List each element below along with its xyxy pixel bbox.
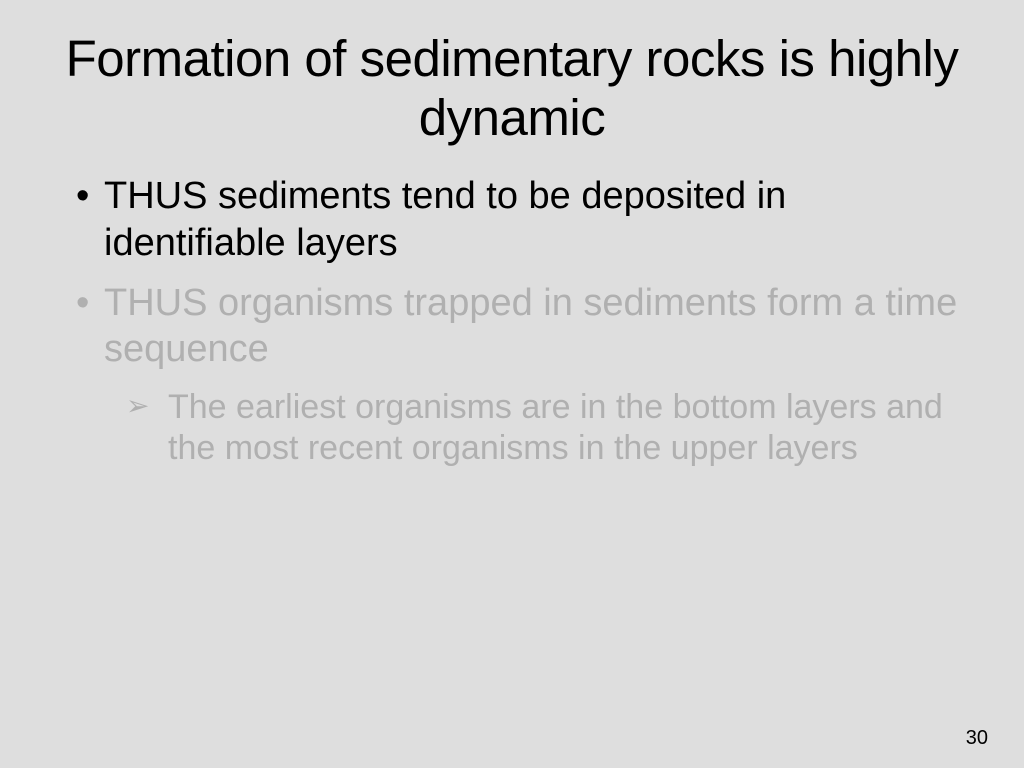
bullet-list: THUS sediments tend to be deposited in i… xyxy=(60,173,964,469)
page-number: 30 xyxy=(966,727,988,750)
slide-container: Formation of sedimentary rocks is highly… xyxy=(0,0,1024,768)
bullet-item: THUS organisms trapped in sediments form… xyxy=(60,280,964,373)
bullet-item: THUS sediments tend to be deposited in i… xyxy=(60,173,964,266)
slide-title: Formation of sedimentary rocks is highly… xyxy=(60,30,964,147)
bullet-sub-item: The earliest organisms are in the bottom… xyxy=(116,387,964,470)
